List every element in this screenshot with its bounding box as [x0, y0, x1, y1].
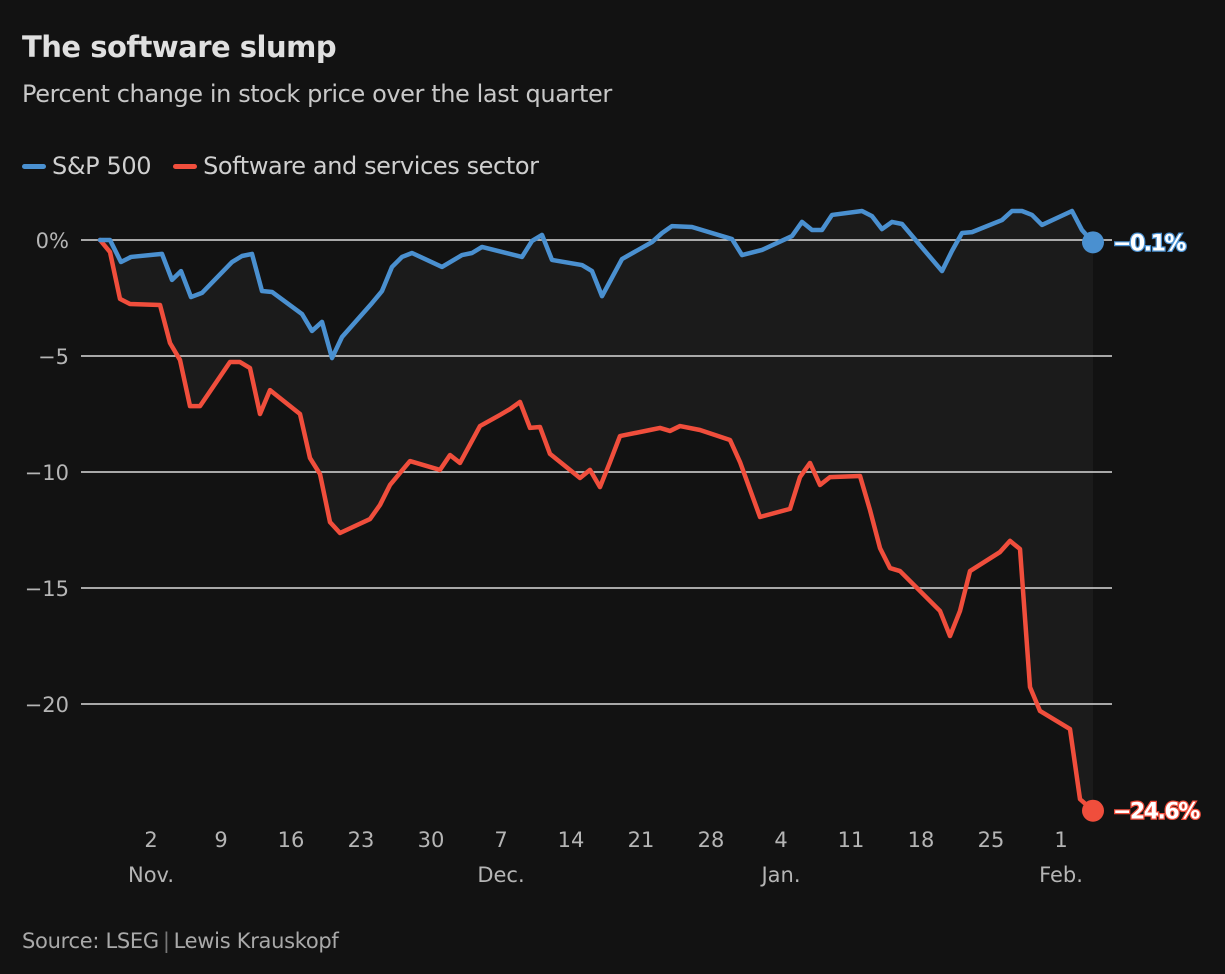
- legend: S&P 500 Software and services sector: [22, 152, 561, 180]
- x-tick-label: 25: [978, 828, 1005, 852]
- software-line: [97, 237, 1096, 813]
- x-month-label: Jan.: [759, 863, 800, 887]
- x-axis-ticks: 2 Nov. 9 16 23 30 7 Dec. 14 21 28 4 Jan. 11 18 25 1 Feb.: [128, 828, 1083, 887]
- x-tick-label: 18: [908, 828, 935, 852]
- author-text: Lewis Krauskopf: [173, 929, 339, 953]
- y-tick-label: −5: [38, 345, 69, 369]
- chart-title: The software slump: [22, 30, 337, 64]
- source-note: Source: LSEG | Lewis Krauskopf: [22, 929, 339, 953]
- legend-swatch-sp500: [22, 163, 46, 169]
- x-tick-label: 7: [494, 828, 507, 852]
- sp500-end-label: −0.1%: [1113, 231, 1186, 256]
- x-tick-label: 23: [348, 828, 375, 852]
- y-tick-label: −15: [25, 577, 69, 601]
- band-fill: [100, 211, 1093, 811]
- x-tick-label: 11: [838, 828, 865, 852]
- legend-label-sp500: S&P 500: [52, 152, 152, 180]
- sp500-end-marker: [1082, 231, 1104, 254]
- end-markers: −0.1% −24.6%: [1082, 230, 1203, 826]
- y-axis-ticks: 0% −5 −10 −15 −20: [25, 229, 69, 717]
- legend-item-software: Software and services sector: [173, 152, 539, 180]
- x-month-label: Dec.: [477, 863, 524, 887]
- x-tick-label: 2: [144, 828, 157, 852]
- software-end-marker: [1082, 799, 1104, 822]
- source-separator: |: [162, 929, 170, 953]
- series-lines: [97, 208, 1096, 813]
- y-tick-label: 0%: [36, 229, 69, 253]
- legend-label-software: Software and services sector: [203, 152, 539, 180]
- between-lines-shading: [100, 211, 1093, 811]
- x-tick-label: 16: [278, 828, 305, 852]
- legend-swatch-software: [173, 163, 198, 169]
- chart-subtitle: Percent change in stock price over the l…: [22, 80, 612, 108]
- source-text: Source: LSEG: [22, 929, 159, 953]
- x-tick-label: 4: [774, 828, 787, 852]
- x-month-label: Feb.: [1039, 863, 1083, 887]
- x-tick-label: 9: [214, 828, 227, 852]
- x-tick-label: 1: [1054, 828, 1067, 852]
- y-tick-label: −20: [25, 693, 69, 717]
- gridlines: [81, 239, 1112, 705]
- software-end-label: −24.6%: [1113, 800, 1200, 825]
- x-month-label: Nov.: [128, 863, 174, 887]
- legend-item-sp500: S&P 500: [22, 152, 151, 180]
- x-tick-label: 28: [698, 828, 725, 852]
- sp500-line: [97, 208, 1096, 361]
- x-tick-label: 21: [628, 828, 655, 852]
- x-tick-label: 30: [418, 828, 445, 852]
- x-tick-label: 14: [558, 828, 585, 852]
- y-tick-label: −10: [25, 461, 69, 485]
